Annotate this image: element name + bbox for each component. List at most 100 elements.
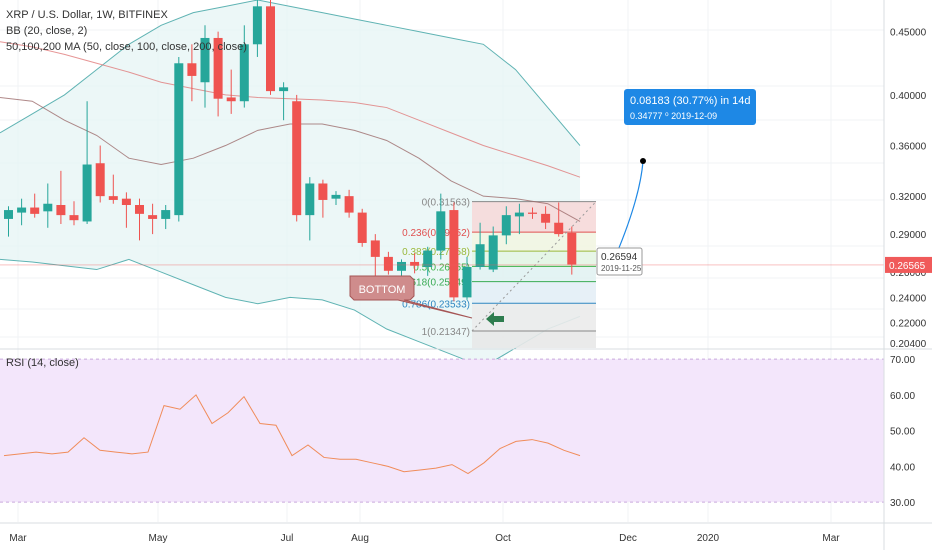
rsi-tick-label: 50.00 — [890, 427, 915, 438]
candle-body — [56, 205, 66, 216]
fib-label: 0.382(0.27658) — [402, 247, 470, 258]
fib-zone — [472, 232, 596, 252]
candle-body — [514, 212, 524, 217]
time-tick-label: Mar — [9, 533, 27, 544]
candle-body — [318, 183, 328, 200]
candle-body — [528, 212, 537, 214]
candle-body — [567, 232, 577, 265]
drawing-overlays[interactable]: 0.08183 (30.77%) in 14d 0.34777 ⁰ 2019-12… — [349, 89, 756, 326]
price-tick-label: 0.40000 — [890, 91, 927, 102]
left-arrow-icon — [486, 312, 504, 326]
time-tick-label: Mar — [822, 533, 840, 544]
time-tick-label: 2020 — [697, 533, 720, 544]
candle-body — [30, 207, 40, 214]
candle-body — [370, 240, 380, 257]
ma50-line — [0, 96, 581, 222]
candle-body — [423, 250, 433, 268]
projection-end-dot — [640, 158, 646, 165]
bollinger-upper — [0, 0, 581, 146]
fib-label: 0.786(0.23533) — [402, 299, 470, 310]
candle-body — [331, 194, 341, 199]
legend-symbol[interactable]: XRP / U.S. Dollar, 1W, BITFINEX — [6, 9, 168, 21]
candle-body — [213, 37, 223, 99]
rsi-tick-label: 70.00 — [890, 355, 915, 366]
candle-body — [383, 256, 393, 271]
price-panel[interactable]: 0(0.31563)0.236(0.29152)0.382(0.27658)0.… — [0, 0, 884, 522]
candle-body — [239, 44, 249, 102]
candle-body — [252, 6, 262, 45]
candle-body — [554, 222, 564, 235]
bottom-callout-label: BOTTOM — [359, 284, 406, 296]
fib-label: 0.5(0.26455) — [413, 262, 470, 273]
candle-body — [43, 203, 53, 212]
candle-body — [488, 235, 498, 270]
candle-body — [17, 207, 27, 213]
price-tick-label: 0.24000 — [890, 293, 927, 304]
candle-body — [475, 244, 485, 268]
fib-label: 0.618(0.25249) — [402, 278, 470, 289]
candle-body — [4, 210, 13, 219]
fib-zone — [472, 251, 596, 267]
candle-body — [266, 6, 275, 92]
candle-body — [82, 164, 92, 222]
candle-body — [95, 163, 105, 197]
price-tick-label: 0.32000 — [890, 192, 927, 203]
candle-body — [279, 87, 289, 92]
legend-ma[interactable]: 50,100,200 MA (50, close, 100, close, 20… — [6, 41, 247, 53]
time-tick-label: Dec — [619, 533, 637, 544]
price-tick-label: 0.20400 — [890, 339, 927, 350]
time-tick-label: Oct — [495, 533, 511, 544]
rsi-tick-label: 30.00 — [890, 498, 915, 509]
candle-body — [69, 215, 79, 221]
fib-zone — [472, 266, 596, 282]
price-tick-label: 0.36000 — [890, 142, 927, 153]
candle-body — [121, 198, 131, 206]
fib-zone — [472, 201, 596, 233]
candle-body — [501, 215, 511, 236]
rsi-band — [0, 359, 884, 503]
bottom-callout-shape — [349, 275, 473, 319]
candle-body — [187, 63, 197, 76]
fib-label: 0(0.31563) — [422, 198, 470, 209]
candle-body — [410, 261, 420, 266]
candle-body — [226, 97, 236, 102]
legend-rsi[interactable]: RSI (14, close) — [6, 357, 79, 369]
fib-label: 0.236(0.29152) — [402, 228, 470, 239]
candle-body — [357, 212, 367, 243]
candle-body — [449, 210, 459, 298]
last-price-value: 0.26565 — [889, 261, 926, 272]
candle-body — [174, 63, 184, 216]
candle-body — [161, 210, 171, 219]
candle-body — [305, 183, 315, 216]
fib-label: 1(0.21347) — [422, 327, 470, 338]
point-tag-date: 2019-11-25 — [601, 264, 642, 273]
point-tag-value: 0.26594 — [601, 252, 638, 263]
candle-body — [397, 261, 406, 271]
price-tick-label: 0.22000 — [890, 319, 927, 330]
bollinger-fill — [0, 0, 580, 367]
candle-body — [462, 267, 472, 298]
candle-body — [292, 101, 302, 216]
point-tag-box — [596, 247, 643, 276]
rsi-panel[interactable] — [0, 358, 884, 503]
rsi-tick-label: 60.00 — [890, 391, 915, 402]
candle-body — [436, 211, 446, 251]
candle-body — [135, 205, 144, 214]
time-tick-label: Aug — [351, 533, 369, 544]
candle-body — [108, 196, 118, 200]
last-price-tag — [885, 256, 932, 273]
price-tick-label: 0.29000 — [890, 230, 927, 241]
candle-body — [541, 213, 551, 223]
measure-line1: 0.08183 (30.77%) in 14d — [630, 95, 750, 107]
time-tick-label: May — [149, 533, 168, 544]
fib-zone-bottom — [472, 330, 596, 348]
rsi-line — [3, 394, 581, 475]
candle-body — [344, 196, 354, 213]
ma100-line — [0, 41, 581, 178]
time-tick-label: Jul — [281, 533, 294, 544]
legend-bb[interactable]: BB (20, close, 2) — [6, 25, 88, 37]
measure-line2: 0.34777 ⁰ 2019-12-09 — [630, 111, 717, 121]
price-tick-label: 0.45000 — [890, 28, 927, 39]
